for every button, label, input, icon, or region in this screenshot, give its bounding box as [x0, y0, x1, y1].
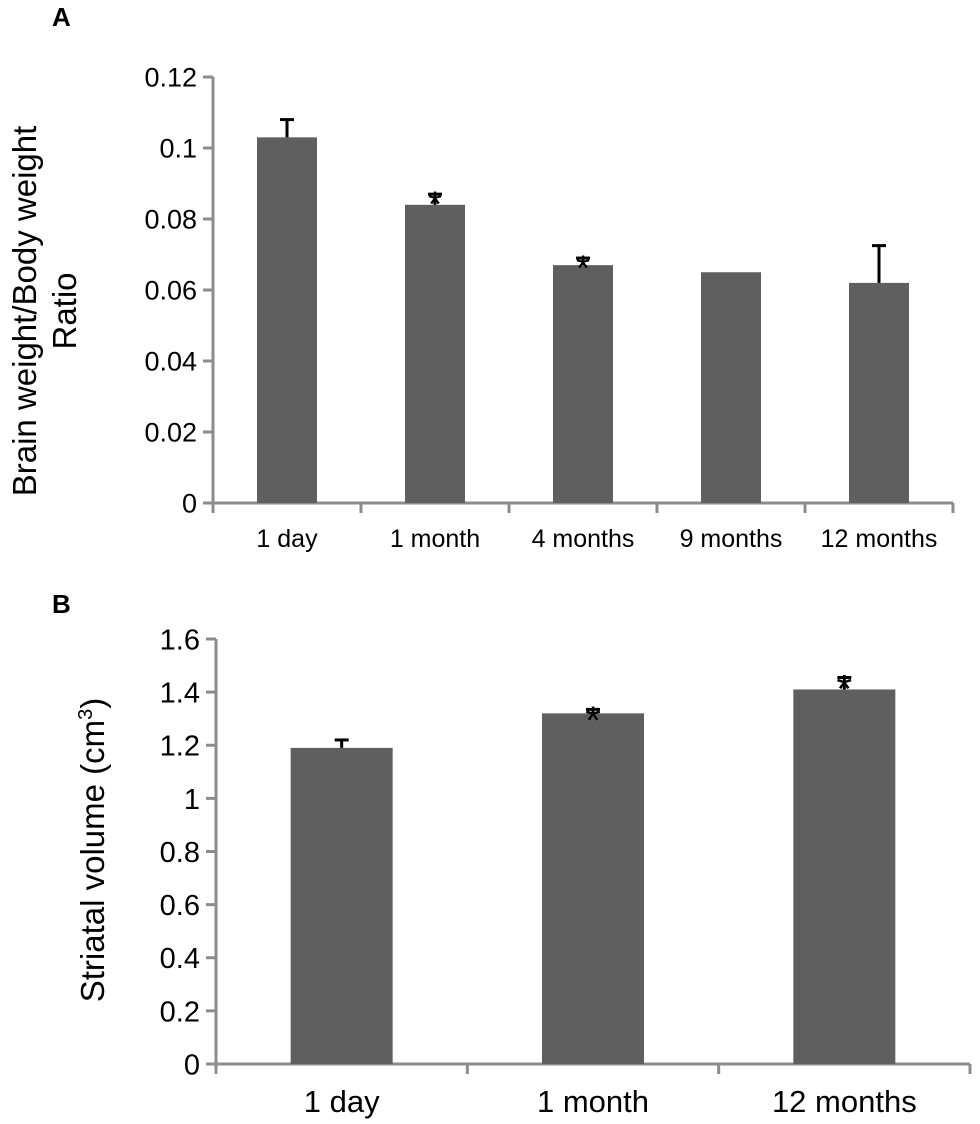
panel-a-y-tick-label: 0.12 — [144, 63, 197, 93]
panel-b-x-tick-label: 12 months — [772, 1084, 917, 1119]
panel-a-y-axis-title: Brain weight/Body weight — [6, 126, 43, 497]
panel-b-y-tick-label: 1.6 — [160, 624, 200, 656]
panel-a-bar — [701, 272, 761, 503]
panel-a-y-tick-label: 0.08 — [144, 205, 197, 235]
panel-b-significance-marker: * — [837, 667, 853, 711]
panel-b-y-tick-label: 1 — [184, 784, 200, 816]
panel-a-bar-chart: A Brain weight/Body weight Ratio 0 0.02 0.… — [6, 2, 955, 553]
panel-b-bar-chart: B Striatal volume (cm3) 0 0.2 0.4 0.6 0.8 1 1.… — [52, 589, 972, 1119]
panel-a-significance-marker: * — [428, 183, 442, 224]
panel-b-y-tick-label: 0.2 — [160, 996, 200, 1028]
panel-b-y-tick-label: 1.4 — [160, 678, 200, 710]
panel-b-y-axis-title: Striatal volume (cm3) — [74, 698, 111, 1003]
panel-a-y-tick-label: 0 — [182, 489, 197, 519]
panel-a-y-tick-label: 0.02 — [144, 418, 197, 448]
panel-b-y-tick-label: 0.8 — [160, 837, 200, 869]
panel-a-y-axis-title-line2: Ratio — [46, 272, 83, 349]
panel-a-bar — [405, 204, 465, 504]
panel-b-y-tick-label: 1.2 — [160, 731, 200, 763]
panel-b-x-tick-label: 1 day — [304, 1084, 380, 1119]
panel-a-x-tick-label: 1 month — [390, 525, 480, 553]
panel-a-label: A — [52, 2, 71, 32]
panel-a-y-tick-label: 0.1 — [159, 134, 197, 164]
panel-b-x-tick-label: 1 month — [537, 1084, 649, 1119]
panel-a-x-tick-label: 9 months — [680, 525, 783, 553]
panel-b-bar — [793, 689, 896, 1064]
panel-b-y-tick-label: 0 — [184, 1049, 200, 1081]
panel-b-y-tick-label: 0.6 — [160, 890, 200, 922]
panel-b-y-axis-title-main: Striatal volume (cm — [74, 720, 111, 1002]
panel-a-y-tick-label: 0.06 — [144, 276, 197, 306]
panel-a-x-tick-label: 12 months — [821, 525, 938, 553]
panel-b-label: B — [52, 589, 71, 619]
panel-a-bar — [849, 282, 909, 503]
panel-b-y-tick-label: 0.4 — [160, 943, 200, 975]
panel-a-x-tick-label: 4 months — [532, 525, 635, 553]
panel-a-significance-marker: * — [576, 247, 590, 288]
panel-a-bar — [553, 265, 613, 503]
panel-b-bar — [542, 713, 644, 1064]
panel-a-x-tick-label: 1 day — [256, 525, 318, 553]
panel-a-bar — [257, 137, 317, 503]
panel-b-bar — [290, 747, 393, 1064]
panel-a-y-tick-label: 0.04 — [144, 347, 197, 377]
panel-b-y-axis-title-sup: 3 — [75, 709, 97, 720]
panel-a-y-axis-title-line1: Brain weight/Body weight — [6, 126, 43, 497]
panel-b-significance-marker: * — [585, 699, 601, 743]
panel-b-y-axis-title-end: ) — [74, 698, 111, 709]
